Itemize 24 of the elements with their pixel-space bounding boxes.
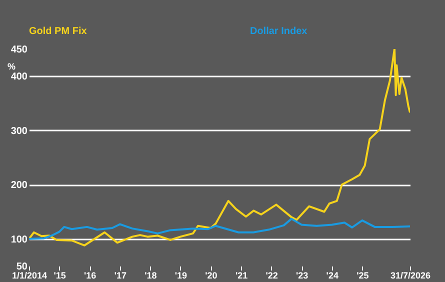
- x-tick-label: '23: [296, 270, 308, 280]
- x-tick-label: '20: [205, 270, 218, 280]
- x-tick-label: 31/7/2026: [390, 270, 431, 280]
- y-tick-label: 200: [10, 180, 28, 192]
- x-tick-label: '21: [235, 270, 248, 280]
- x-tick-label: '15: [54, 270, 66, 280]
- line-series: [29, 218, 410, 240]
- x-tick-label: '19: [174, 270, 188, 280]
- y-tick-label: 100: [10, 234, 28, 246]
- y-tick-label: 50: [16, 262, 28, 272]
- text: Gold PM Fix: [29, 26, 88, 37]
- x-tick-label: '25: [356, 270, 369, 280]
- y-tick-label: 300: [10, 126, 28, 137]
- x-tick-label: '18: [144, 270, 157, 280]
- text: Dollar Index: [250, 26, 308, 37]
- y-tick-label: 400: [10, 72, 28, 83]
- y-axis-title: %: [7, 62, 16, 72]
- y-tick-label: 450: [10, 44, 28, 56]
- x-tick-label: '24: [326, 270, 338, 280]
- x-tick-label: '16: [84, 270, 96, 280]
- x-tick-label: 1/1/2014: [12, 270, 48, 280]
- x-tick-label: '22: [266, 270, 278, 280]
- x-tick-label: '17: [114, 270, 126, 280]
- line-series: [29, 49, 410, 246]
